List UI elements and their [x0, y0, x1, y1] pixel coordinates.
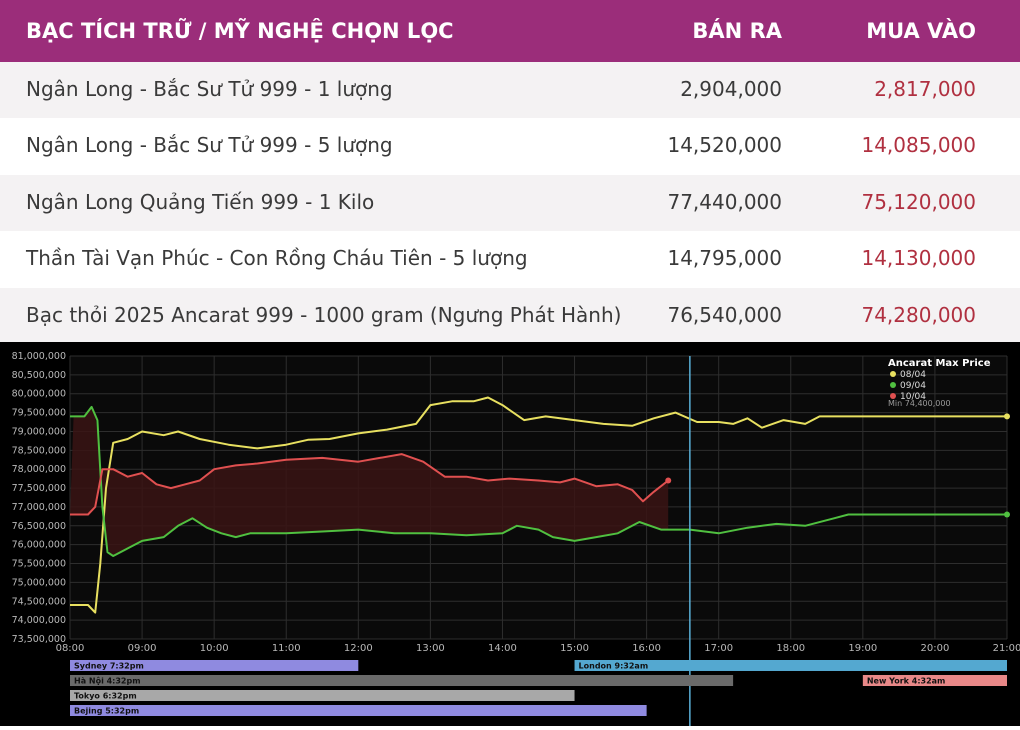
- x-tick-label: 18:00: [776, 643, 805, 654]
- session-label: Bejing 5:32pm: [74, 707, 139, 716]
- price-chart: 73,500,000 74,000,000 74,500,000 75,000,000…: [0, 342, 1020, 726]
- session-bar: [70, 690, 575, 701]
- session-bar: [70, 705, 647, 716]
- y-tick-label: 78,500,000: [12, 445, 66, 456]
- product-name: Ngân Long - Bắc Sư Tử 999 - 5 lượng: [26, 133, 393, 158]
- series-area-fill: [70, 406, 669, 556]
- legend-entry: 09/04: [900, 381, 926, 391]
- session-label: Hà Nội 4:32pm: [74, 677, 141, 686]
- product-name: Ngân Long Quảng Tiến 999 - 1 Kilo: [26, 189, 375, 214]
- y-tick-label: 73,500,000: [12, 634, 66, 645]
- x-tick-label: 11:00: [272, 643, 301, 654]
- x-tick-label: 12:00: [344, 643, 373, 654]
- y-tick-label: 75,500,000: [12, 559, 66, 570]
- x-tick-label: 09:00: [128, 643, 157, 654]
- x-tick-label: 15:00: [560, 643, 589, 654]
- y-tick-label: 79,500,000: [12, 408, 66, 419]
- x-tick-label: 20:00: [921, 643, 950, 654]
- sell-price: 76,540,000: [667, 302, 782, 327]
- series-end-point: [1004, 413, 1010, 420]
- x-tick-label: 19:00: [848, 643, 877, 654]
- x-tick-label: 10:00: [200, 643, 229, 654]
- y-tick-label: 80,500,000: [12, 370, 66, 381]
- y-tick-label: 74,500,000: [12, 596, 66, 607]
- sell-price: 14,520,000: [667, 133, 782, 158]
- legend-entry: 08/04: [900, 370, 926, 380]
- table-row: Ngân Long Quảng Tiến 999 - 1 Kilo 77,440…: [0, 174, 1020, 232]
- x-tick-label: 14:00: [488, 643, 517, 654]
- y-tick-label: 77,000,000: [12, 502, 66, 513]
- price-table: BẠC TÍCH TRỮ / MỸ NGHỆ CHỌN LỌC BÁN RA M…: [0, 0, 1020, 344]
- table-row: Bạc thỏi 2025 Ancarat 999 - 1000 gram (N…: [0, 287, 1020, 344]
- x-tick-label: 21:00: [993, 643, 1020, 654]
- session-bar: [70, 675, 734, 686]
- product-name: Thần Tài Vạn Phúc - Con Rồng Cháu Tiên -…: [26, 246, 528, 271]
- y-tick-label: 75,000,000: [12, 577, 66, 588]
- header-sell: BÁN RA: [692, 19, 782, 43]
- buy-price: 74,280,000: [861, 302, 976, 327]
- session-label: London 9:32am: [579, 662, 649, 671]
- series-line-10-04: [70, 453, 669, 516]
- y-tick-label: 76,500,000: [12, 521, 66, 532]
- session-bar: [574, 660, 1007, 671]
- y-tick-label: 80,000,000: [12, 389, 66, 400]
- buy-price: 14,085,000: [861, 133, 976, 158]
- x-tick-label: 16:00: [632, 643, 661, 654]
- legend-marker: [890, 393, 896, 399]
- buy-price: 2,817,000: [874, 77, 976, 101]
- y-tick-label: 78,000,000: [12, 464, 66, 475]
- product-name: Bạc thỏi 2025 Ancarat 999 - 1000 gram (N…: [26, 302, 622, 327]
- session-bar: [70, 660, 359, 671]
- header-name: BẠC TÍCH TRỮ / MỸ NGHỆ CHỌN LỌC: [26, 19, 454, 43]
- buy-price: 14,130,000: [861, 246, 976, 271]
- table-row: Ngân Long - Bắc Sư Tử 999 - 1 lượng 2,90…: [0, 62, 1020, 119]
- series-end-point: [1004, 511, 1010, 518]
- series-line-09-04: [70, 405, 1007, 557]
- buy-price: 75,120,000: [861, 189, 976, 214]
- y-tick-label: 74,000,000: [12, 615, 66, 626]
- x-tick-label: 17:00: [704, 643, 733, 654]
- legend-marker: [890, 382, 896, 388]
- table-header: BẠC TÍCH TRỮ / MỸ NGHỆ CHỌN LỌC BÁN RA M…: [0, 0, 1020, 62]
- x-tick-label: 13:00: [416, 643, 445, 654]
- series-line-08-04: [70, 396, 1007, 614]
- x-tick-label: 08:00: [56, 643, 85, 654]
- y-tick-label: 77,500,000: [12, 483, 66, 494]
- series-end-point: [665, 477, 672, 484]
- sell-price: 14,795,000: [667, 246, 782, 271]
- y-tick-label: 81,000,000: [12, 351, 66, 362]
- price-chart-svg: 73,500,000 74,000,000 74,500,000 75,000,000…: [12, 351, 1020, 726]
- session-label: Tokyo 6:32pm: [74, 692, 137, 701]
- sell-price: 2,904,000: [680, 77, 782, 101]
- y-tick-label: 76,000,000: [12, 540, 66, 551]
- session-label: New York 4:32am: [867, 677, 946, 686]
- header-buy: MUA VÀO: [866, 19, 976, 43]
- legend-title: Ancarat Max Price: [888, 358, 991, 369]
- legend-entry: 10/04: [900, 392, 926, 402]
- session-label: Sydney 7:32pm: [74, 662, 144, 671]
- legend-marker: [890, 371, 896, 377]
- legend-min-label: Min 74,400,000: [888, 399, 951, 408]
- session-bar: [862, 675, 1007, 686]
- product-name: Ngân Long - Bắc Sư Tử 999 - 1 lượng: [26, 77, 393, 101]
- sell-price: 77,440,000: [667, 189, 782, 214]
- table-row: Ngân Long - Bắc Sư Tử 999 - 5 lượng 14,5…: [0, 118, 1020, 175]
- y-tick-label: 79,000,000: [12, 426, 66, 437]
- table-row: Thần Tài Vạn Phúc - Con Rồng Cháu Tiên -…: [0, 231, 1020, 288]
